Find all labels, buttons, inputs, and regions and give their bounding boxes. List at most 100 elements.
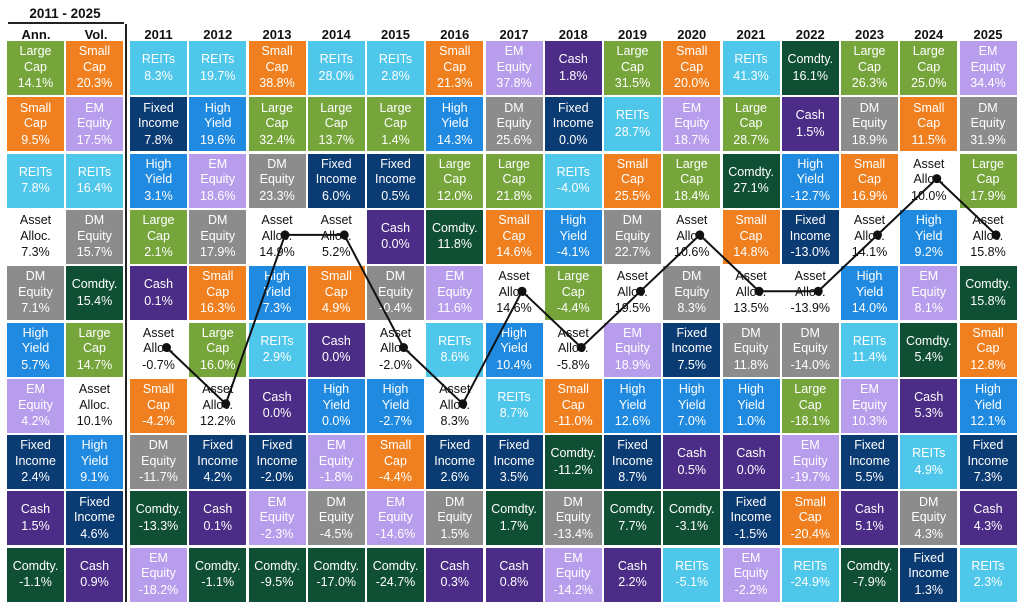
cell-large-cap: Large Cap 12.0% (426, 153, 484, 208)
return-value: -5.8% (556, 357, 590, 372)
return-value: 14.7% (76, 357, 113, 372)
asset-label-line: Equity (259, 172, 295, 187)
asset-label-line: Small (794, 494, 826, 509)
asset-label-line: Yield (678, 397, 706, 412)
asset-label-line: REITs (260, 333, 294, 348)
return-value: 25.0% (911, 76, 947, 91)
cell-reits: REITs 28.0% (307, 41, 365, 95)
asset-label-line: Yield (974, 397, 1002, 412)
asset-label-line: Small (972, 325, 1004, 340)
cell-reits: REITs -4.0% (544, 153, 602, 208)
asset-label-line: Fixed (617, 438, 648, 453)
cell-dm-equity: DM Equity -13.4% (544, 491, 602, 546)
cell-em-equity: EM Equity 37.8% (485, 41, 543, 95)
asset-label-line: Comdty. (313, 558, 360, 573)
asset-label-line: EM (563, 550, 583, 565)
asset-label-line: Cap (858, 59, 881, 74)
asset-label-line: Cap (739, 116, 763, 131)
asset-label-line: Alloc. (143, 341, 174, 356)
asset-label-line: Income (375, 172, 416, 187)
cell-small-cap: Small Cap 4.9% (307, 266, 365, 321)
asset-label-line: Small (78, 44, 111, 59)
cell-em-equity: EM Equity -14.2% (544, 547, 602, 602)
asset-label-line: Equity (141, 566, 176, 581)
cell-high-yield: High Yield 14.3% (426, 97, 484, 152)
asset-label-line: DM (741, 325, 761, 340)
asset-label-line: Large (675, 156, 708, 171)
cell-reits: REITs 28.7% (604, 97, 661, 152)
asset-label-line: Income (908, 566, 950, 581)
asset-label-line: Cash (203, 502, 233, 517)
asset-label-line: Cash (79, 558, 110, 573)
cell-reits: REITs -5.1% (663, 547, 721, 602)
cell-large-cap: Large Cap 31.5% (604, 41, 661, 95)
asset-label-line: Fixed (972, 438, 1004, 453)
asset-label-line: Asset (616, 269, 649, 284)
return-value: -12.7% (790, 188, 831, 203)
asset-label-line: Cap (83, 59, 106, 74)
return-value: 12.8% (970, 357, 1006, 372)
return-value: 10.1% (76, 414, 113, 429)
cell-large-cap: Large Cap 18.4% (663, 153, 721, 208)
cell-em-equity: EM Equity 18.6% (189, 153, 247, 208)
cell-high-yield: High Yield 9.2% (900, 209, 958, 264)
asset-label-line: Alloc. (854, 228, 885, 243)
return-value: 4.3% (973, 518, 1003, 533)
cell-dm-equity: DM Equity -4.5% (307, 491, 365, 546)
cell-em-equity: EM Equity -1.8% (307, 435, 365, 490)
asset-label-line: Large (735, 100, 767, 115)
asset-label-line: Small (735, 213, 767, 228)
asset-label-line: Comdty. (12, 558, 59, 573)
return-value: 8.6% (440, 350, 470, 364)
cell-cash: Cash 5.3% (900, 378, 958, 433)
return-value: 2.9% (262, 350, 292, 364)
return-value: 0.0% (559, 132, 588, 147)
cell-reits: REITs 2.3% (959, 547, 1017, 602)
asset-label-line: EM (85, 100, 104, 115)
asset-label-line: REITs (615, 108, 650, 123)
cell-high-yield: High Yield 9.1% (66, 435, 123, 490)
asset-label-line: Yield (618, 397, 647, 412)
asset-label-line: Large (320, 100, 353, 115)
asset-label-line: Cap (798, 510, 822, 525)
cell-comdty: Comdty. -11.2% (544, 435, 602, 490)
asset-label-line: Large (616, 44, 649, 59)
cell-asset-alloc: Asset Alloc. -13.9% (781, 266, 839, 321)
return-value: -24.7% (375, 575, 416, 590)
asset-label-line: Income (434, 453, 476, 468)
asset-label-line: Equity (18, 284, 53, 299)
return-value: 15.8% (970, 293, 1006, 308)
return-value: 7.3% (262, 301, 292, 316)
asset-label-line: Asset (261, 213, 293, 228)
cell-em-equity: EM Equity 17.5% (66, 97, 123, 152)
asset-label-line: DM (682, 269, 702, 284)
asset-label-line: Cash (262, 389, 292, 404)
asset-label-line: Income (74, 510, 115, 525)
cell-dm-equity: DM Equity 4.3% (900, 491, 958, 546)
return-value: 7.3% (21, 245, 50, 260)
asset-label-line: Asset (439, 382, 471, 397)
cell-em-equity: EM Equity 8.1% (900, 266, 958, 321)
return-value: 7.1% (21, 301, 50, 316)
asset-label-line: Equity (911, 510, 947, 525)
year-header-2021: 2021 (736, 27, 766, 42)
cell-asset-alloc: Asset Alloc. -0.7% (130, 322, 187, 377)
cell-cash: Cash 0.0% (367, 209, 424, 264)
return-value: 41.3% (733, 68, 769, 83)
return-value: 26.3% (851, 76, 888, 91)
return-value: 11.4% (852, 350, 887, 364)
return-value: -2.0% (260, 470, 294, 485)
cell-comdty: Comdty. 15.4% (66, 266, 123, 321)
asset-label-line: Cap (147, 228, 170, 243)
asset-label-line: Comdty. (965, 277, 1011, 292)
return-value: 14.0% (851, 301, 888, 316)
cell-large-cap: Large Cap 25.0% (900, 41, 958, 95)
asset-label-line: Fixed (794, 213, 826, 228)
return-value: 31.9% (970, 132, 1006, 147)
asset-label-line: Equity (615, 341, 650, 356)
return-value: 1.8% (559, 68, 588, 83)
asset-label-line: Comdty. (550, 446, 597, 461)
asset-label-line: Equity (555, 510, 591, 525)
return-value: -14.6% (375, 526, 416, 541)
cell-fixed-income: Fixed Income 1.3% (900, 547, 958, 602)
